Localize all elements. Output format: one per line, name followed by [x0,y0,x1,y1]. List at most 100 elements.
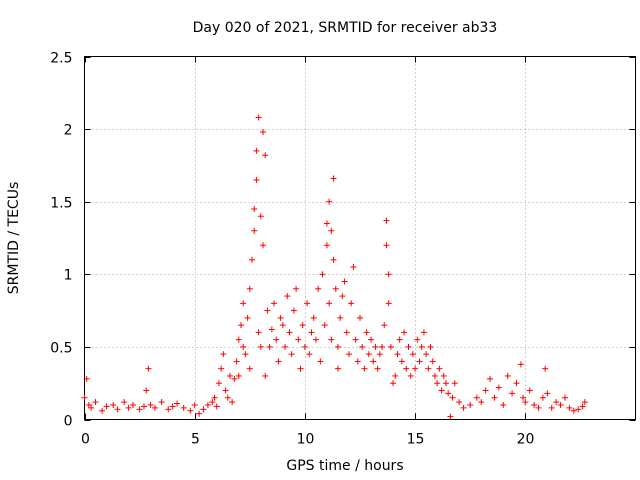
y-tick-label: 1 [64,268,73,284]
data-point [372,343,379,350]
data-point [341,278,348,285]
data-point [381,322,388,329]
data-point [315,285,322,292]
data-point [277,314,284,321]
data-point [310,314,317,321]
x-tick-label: 15 [407,432,425,448]
data-point [246,285,253,292]
data-point [235,336,242,343]
data-point [204,401,211,408]
data-point [251,227,258,234]
data-point [323,242,330,249]
data-point [440,372,447,379]
data-point [326,300,333,307]
data-point [403,365,410,372]
data-point [273,336,280,343]
y-tick-label: 1.5 [50,196,72,212]
data-point [575,406,582,413]
data-point [427,343,434,350]
data-point [240,343,247,350]
data-point [548,404,555,411]
data-point [513,380,520,387]
data-point [416,358,423,365]
tick-layer: 0 5 10 15 20 0 0.5 1 1.5 2 2.5 [50,51,636,448]
data-point [376,351,383,358]
data-point [334,365,341,372]
data-point [158,399,165,406]
data-point [473,394,480,401]
grid-layer [84,56,636,420]
data-point [343,329,350,336]
data-point [114,406,121,413]
data-point [110,401,117,408]
data-point [526,387,533,394]
data-point [213,403,220,410]
data-point [482,387,489,394]
data-point [368,336,375,343]
data-point [383,242,390,249]
data-point [520,394,527,401]
data-point [229,399,236,406]
data-point [434,380,441,387]
data-point [420,329,427,336]
data-point [418,343,425,350]
data-point [330,256,337,263]
data-point [286,329,293,336]
data-point [379,343,386,350]
data-point [370,358,377,365]
data-point [561,394,568,401]
data-point [330,175,337,182]
data-point [398,358,405,365]
data-point [570,407,577,414]
data-point [145,365,152,372]
data-point [264,307,271,314]
data-point [328,336,335,343]
data-point [211,394,218,401]
data-point [392,372,399,379]
data-point [255,114,262,121]
data-point [246,365,253,372]
data-point [414,336,421,343]
data-point [224,394,231,401]
data-point [478,399,485,406]
data-point [365,351,372,358]
data-point [431,372,438,379]
data-point [242,351,249,358]
data-point [103,403,110,410]
data-point [487,375,494,382]
data-point [288,351,295,358]
data-point [447,413,454,420]
data-point [337,314,344,321]
data-point [262,152,269,159]
data-point [350,264,357,271]
data-point [152,404,159,411]
data-point [405,343,412,350]
data-point [231,375,238,382]
data-point [235,372,242,379]
data-point [251,205,258,212]
data-point [308,329,315,336]
x-tick-label: 0 [81,432,90,448]
y-tick-label: 2.5 [50,51,72,67]
data-point [312,336,319,343]
data-point [253,147,260,154]
data-point [255,329,262,336]
data-point [81,394,88,401]
data-point [509,390,516,397]
data-point [99,407,106,414]
data-point [271,300,278,307]
y-tick-label: 2 [64,123,73,139]
data-point [301,343,308,350]
x-tick-label: 20 [517,432,535,448]
data-point [295,336,302,343]
data-point [449,394,456,401]
data-point [495,384,502,391]
point-layer [81,114,588,420]
data-point [401,329,408,336]
data-point [240,300,247,307]
data-point [354,358,361,365]
data-point [297,365,304,372]
data-point [218,365,225,372]
data-point [383,217,390,224]
data-point [143,387,150,394]
